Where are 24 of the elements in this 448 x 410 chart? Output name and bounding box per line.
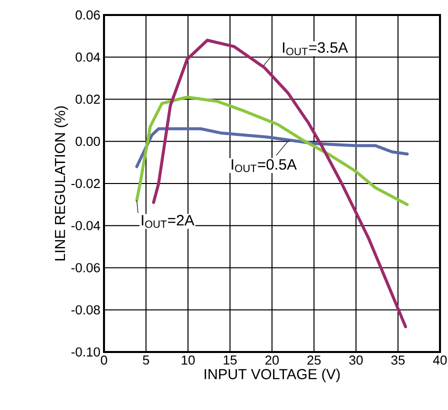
y-tick-label: 0.06 [76,10,100,20]
line-series [135,96,409,206]
y-tick-label: -0.06 [71,263,100,272]
y-axis-title: LINE REGULATION (%) [54,106,68,260]
x-tick-label: 5 [142,356,150,365]
annotation: I$_{OUT}$=0.5A [232,159,297,172]
y-tick-label: 0.00 [76,136,100,146]
x-tick-label: 30 [349,356,363,365]
y-tick-label: -0.08 [71,305,100,314]
y-tick-label: 0.04 [76,52,100,62]
y-tick-label: -0.02 [71,178,100,188]
y-tick-label: -0.10 [71,347,100,357]
y-tick-label: 0.02 [76,94,100,104]
x-tick-label: 15 [224,356,237,365]
annotation: I$_{OUT}$=2A [142,214,194,228]
x-tick-label: 20 [265,356,279,365]
y-tick-label: -0.04 [71,221,100,230]
x-tick-label: 25 [307,356,321,365]
x-tick-label: 35 [391,356,405,365]
annotation: I$_{OUT}$=3.5A [282,42,348,56]
x-tick-label: 10 [182,356,195,365]
x-tick-label: 0 [100,356,108,365]
x-axis-title: INPUT VOLTAGE (V) [204,368,340,382]
x-tick-label: 40 [433,356,447,365]
